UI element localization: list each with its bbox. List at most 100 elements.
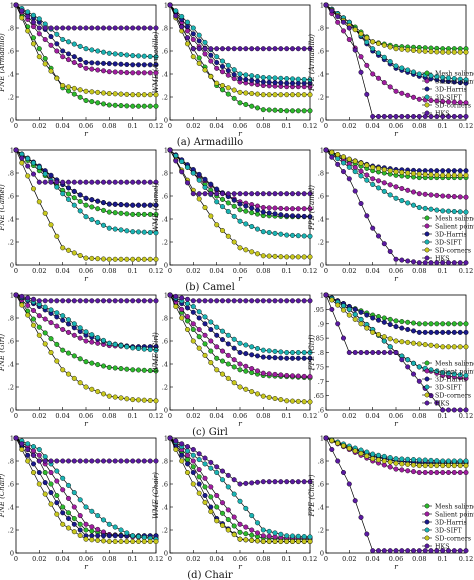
series-marker bbox=[89, 360, 95, 366]
series-marker bbox=[54, 323, 60, 329]
series-marker bbox=[77, 252, 83, 258]
series-marker bbox=[290, 46, 296, 52]
series-marker bbox=[19, 15, 25, 21]
series-marker bbox=[393, 318, 399, 324]
x-tick-label: 0.02 bbox=[186, 122, 200, 130]
series-marker bbox=[95, 458, 101, 464]
series-marker bbox=[434, 260, 440, 266]
series-marker bbox=[141, 256, 147, 262]
series-marker bbox=[77, 513, 83, 519]
series-marker bbox=[272, 355, 278, 361]
series-marker bbox=[48, 298, 54, 304]
series-marker bbox=[135, 179, 141, 185]
series-marker bbox=[428, 206, 434, 212]
series-marker bbox=[254, 191, 260, 197]
series-marker bbox=[451, 470, 457, 476]
series-marker bbox=[278, 92, 284, 98]
series-marker bbox=[260, 393, 266, 399]
series-marker bbox=[112, 210, 118, 216]
series-marker bbox=[42, 491, 48, 497]
series-marker bbox=[335, 152, 341, 158]
series-marker bbox=[135, 397, 141, 403]
series-marker bbox=[352, 498, 358, 504]
series-marker bbox=[173, 8, 179, 14]
series-marker bbox=[346, 164, 352, 170]
x-tick-label: 0.04 bbox=[365, 122, 379, 130]
series-marker bbox=[106, 102, 112, 108]
series-marker bbox=[335, 19, 341, 25]
x-tick-label: 0.12 bbox=[149, 267, 163, 275]
series-marker bbox=[446, 172, 452, 178]
series-marker bbox=[124, 52, 130, 58]
y-tick-label: .8 bbox=[162, 25, 168, 33]
series-marker bbox=[60, 82, 66, 88]
series-marker bbox=[214, 54, 220, 60]
x-tick-label: 0.04 bbox=[209, 267, 223, 275]
series-marker bbox=[106, 61, 112, 67]
legend-marker bbox=[424, 519, 430, 525]
series-marker bbox=[100, 517, 106, 523]
legend-marker bbox=[424, 86, 430, 92]
series-marker bbox=[25, 163, 31, 169]
series-marker bbox=[387, 459, 393, 465]
series-marker bbox=[124, 62, 130, 68]
y-tick-label: .8 bbox=[162, 458, 168, 466]
series-marker bbox=[112, 298, 118, 304]
x-tick-label: 0.06 bbox=[233, 555, 247, 563]
series-marker bbox=[387, 350, 393, 356]
series-marker bbox=[278, 531, 284, 537]
series-marker bbox=[272, 107, 278, 113]
x-tick-label: 0.12 bbox=[149, 122, 163, 130]
series-marker bbox=[364, 350, 370, 356]
series-marker bbox=[428, 329, 434, 335]
series-marker bbox=[77, 62, 83, 68]
series-marker bbox=[118, 227, 124, 233]
series-marker bbox=[352, 188, 358, 194]
series-marker bbox=[243, 342, 249, 348]
series-marker bbox=[77, 380, 83, 386]
y-tick-label: .8 bbox=[8, 170, 14, 178]
series-marker bbox=[272, 396, 278, 402]
legend-marker bbox=[424, 215, 430, 221]
series-marker bbox=[411, 469, 417, 475]
series-marker bbox=[184, 314, 190, 320]
series-marker bbox=[422, 321, 428, 327]
series-marker bbox=[100, 25, 106, 31]
series-marker bbox=[106, 521, 112, 527]
series-marker bbox=[225, 341, 231, 347]
series-marker bbox=[272, 371, 278, 377]
series-marker bbox=[457, 168, 463, 174]
series-marker bbox=[31, 171, 37, 177]
series-marker bbox=[446, 470, 452, 476]
series-marker bbox=[219, 87, 225, 93]
series-marker bbox=[219, 358, 225, 364]
series-marker bbox=[118, 91, 124, 97]
series-marker bbox=[77, 57, 83, 63]
series-marker bbox=[118, 458, 124, 464]
series-marker bbox=[31, 35, 37, 41]
subplot-10: 0 .2 .4 .6 .8 1 0 0.02 0.04 0.06 0.08 0.1 0.12 r FNE (… bbox=[0, 435, 163, 572]
series-marker bbox=[25, 447, 31, 453]
series-marker bbox=[405, 339, 411, 345]
series-marker bbox=[202, 499, 208, 505]
series-marker bbox=[135, 367, 141, 373]
series-marker bbox=[190, 31, 196, 37]
series-marker bbox=[208, 319, 214, 325]
series-marker bbox=[329, 154, 335, 160]
series-marker bbox=[135, 25, 141, 31]
series-marker bbox=[457, 470, 463, 476]
series-marker bbox=[446, 208, 452, 214]
series-marker bbox=[457, 76, 463, 82]
series-marker bbox=[231, 72, 237, 78]
series-marker bbox=[77, 208, 83, 214]
series-marker bbox=[307, 191, 313, 197]
series-marker bbox=[358, 514, 364, 520]
series-marker bbox=[243, 363, 249, 369]
series-marker bbox=[237, 100, 243, 106]
series-marker bbox=[284, 108, 290, 114]
x-tick-label: 0.1 bbox=[127, 122, 137, 130]
x-tick-label: 0.12 bbox=[149, 555, 163, 563]
series-marker bbox=[260, 370, 266, 376]
series-marker bbox=[71, 60, 77, 66]
series-marker bbox=[225, 507, 231, 513]
